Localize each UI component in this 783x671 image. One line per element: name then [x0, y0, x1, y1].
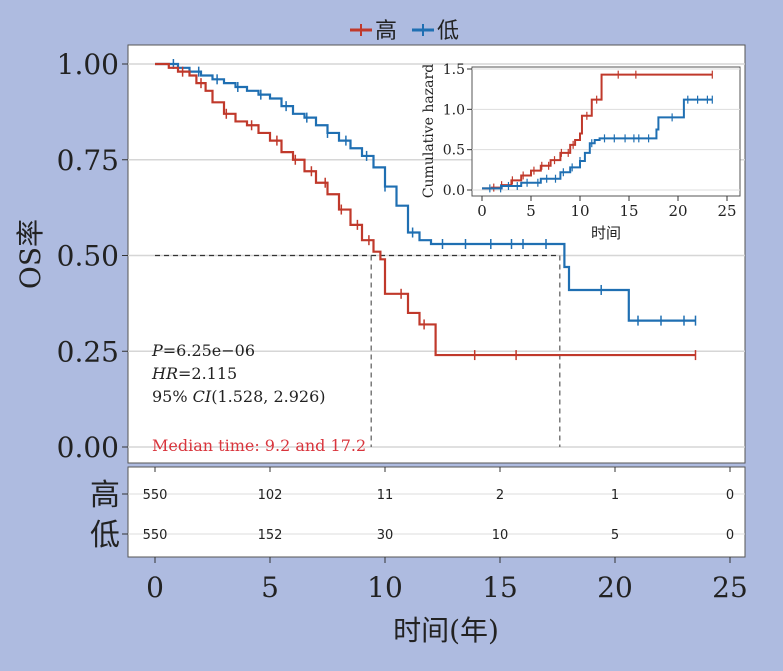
risk-count-0-4: 1 [611, 488, 619, 503]
ci-text: 95% CI(1.528, 2.926) [152, 387, 325, 406]
inset-curve-low [482, 98, 713, 190]
p-value-text: P=6.25e−06 [151, 341, 255, 360]
risk-count-1-2: 30 [377, 528, 394, 543]
inset-x-tick-label-0: 0 [477, 202, 487, 220]
x-tick-label-2: 10 [367, 571, 403, 604]
inset-y-tick-label-2: 1.0 [443, 102, 465, 118]
y-axis: 0.00 0.25 0.50 0.75 1.00 [57, 48, 128, 464]
legend-label-1: 低 [437, 19, 459, 44]
x-tick-label-5: 25 [712, 571, 748, 604]
y-tick-label-1: 0.25 [57, 335, 119, 368]
risk-count-1-4: 5 [611, 528, 619, 543]
hr-text: HR=2.115 [151, 364, 237, 383]
median-guides [155, 254, 561, 447]
inset-panel [471, 66, 741, 197]
y-axis-label: OS率 [14, 219, 47, 289]
risk-count-1-1: 152 [258, 528, 283, 543]
risk-row-label-0: 高 [90, 478, 120, 513]
risk-count-0-3: 2 [496, 488, 504, 503]
y-tick-label-0: 0.00 [57, 431, 119, 464]
inset-cumulative-hazard: 0.0 0.5 1.0 1.5 0 5 10 15 20 25 [443, 62, 740, 220]
inset-y-label: Cumulative hazard [421, 64, 437, 198]
median-time-text: Median time: 9.2 and 17.2 [152, 436, 366, 455]
risk-count-1-3: 10 [492, 528, 509, 543]
y-tick-label-2: 0.50 [57, 240, 119, 273]
legend: 高低 [350, 19, 459, 44]
inset-x-tick-label-3: 15 [619, 202, 638, 220]
risk-count-1-5: 0 [726, 528, 734, 543]
inset-x-tick-label-2: 10 [570, 202, 589, 220]
x-tick-label-3: 15 [482, 571, 518, 604]
x-tick-label-4: 20 [597, 571, 633, 604]
inset-x-tick-label-4: 20 [668, 202, 687, 220]
legend-label-0: 高 [375, 19, 397, 44]
risk-count-0-5: 0 [726, 488, 734, 503]
inset-y-tick-label-3: 1.5 [443, 62, 465, 78]
risk-count-0-1: 102 [258, 488, 283, 503]
inset-curve-high [482, 73, 713, 190]
inset-x-label: 时间 [591, 224, 621, 242]
stats-annotations: P=6.25e−06 HR=2.115 95% CI(1.528, 2.926)… [151, 341, 366, 455]
risk-count-0-0: 550 [143, 488, 168, 503]
risk-row-label-1: 低 [90, 518, 120, 553]
x-tick-label-0: 0 [146, 571, 164, 604]
inset-y-tick-label-0: 0.0 [443, 183, 465, 199]
risk-count-0-2: 11 [377, 488, 394, 503]
inset-x-tick-label-5: 25 [717, 202, 736, 220]
x-axis-label: 时间(年) [393, 614, 499, 647]
y-tick-label-3: 0.75 [57, 144, 119, 177]
inset-x-tick-label-1: 5 [526, 202, 536, 220]
risk-table-panel [127, 466, 746, 558]
inset-y-tick-label-1: 0.5 [443, 143, 465, 159]
risk-table: 高 550 102 11 2 1 0低 550 152 30 10 5 0 [90, 467, 745, 553]
survival-curves [155, 59, 697, 361]
y-tick-label-4: 1.00 [57, 48, 119, 81]
x-axis: 0 5 10 15 20 25 [146, 557, 748, 604]
risk-count-1-0: 550 [143, 528, 168, 543]
curve-high [155, 62, 696, 357]
x-tick-label-1: 5 [261, 571, 279, 604]
